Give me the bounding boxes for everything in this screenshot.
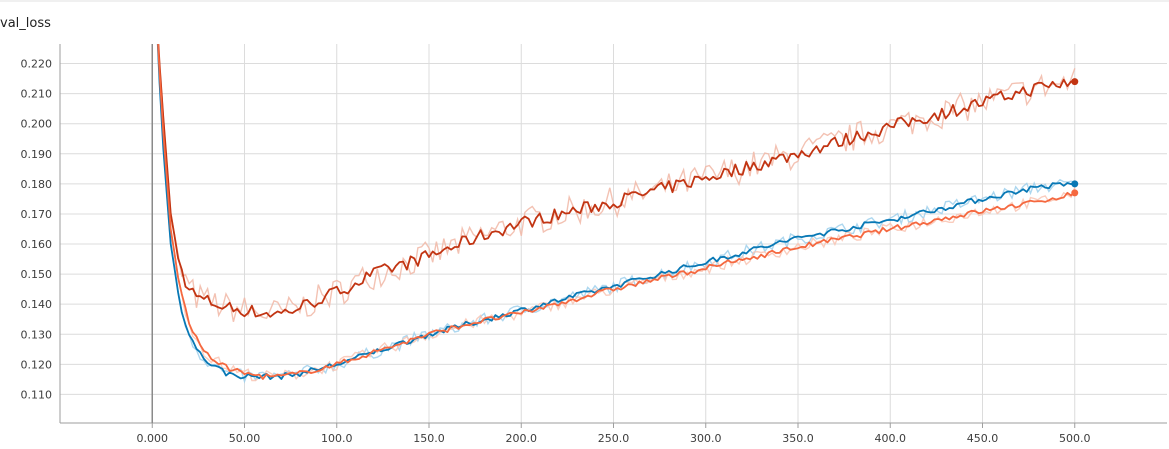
x-tick-label: 250.0 xyxy=(598,432,630,445)
series-0-end-dot xyxy=(1071,78,1079,86)
y-tick-label: 0.180 xyxy=(21,178,53,191)
y-tick-label: 0.160 xyxy=(21,238,53,251)
x-tick-label: 500.0 xyxy=(1059,432,1091,445)
series-0-raw-line xyxy=(157,44,1076,322)
x-tick-label: 100.0 xyxy=(321,432,353,445)
x-tick-label: 0.000 xyxy=(137,432,169,445)
y-tick-label: 0.200 xyxy=(21,118,53,131)
grid-lines xyxy=(60,44,1167,423)
x-tick-label: 450.0 xyxy=(967,432,999,445)
axes xyxy=(59,44,1167,428)
series-end-markers xyxy=(1071,78,1079,197)
series-1-end-dot xyxy=(1071,180,1079,188)
series-0-line xyxy=(157,44,1075,318)
x-tick-label: 400.0 xyxy=(875,432,907,445)
series-2-line xyxy=(157,44,1076,380)
y-tick-label: 0.210 xyxy=(21,88,53,101)
x-axis-ticks: 0.000 50.00 100.0 150.0 200.0 250.0 300.0 350.0… xyxy=(137,432,1091,445)
y-tick-label: 0.150 xyxy=(21,268,53,281)
x-tick-label: 150.0 xyxy=(413,432,445,445)
x-tick-label: 200.0 xyxy=(506,432,538,445)
y-tick-label: 0.220 xyxy=(21,58,53,71)
raw-series-layer xyxy=(157,44,1076,384)
x-tick-label: 50.00 xyxy=(229,432,261,445)
series-2-end-dot xyxy=(1071,189,1079,197)
smoothed-series-layer xyxy=(156,44,1076,381)
series-1-line xyxy=(156,44,1076,381)
chart-title: val_loss xyxy=(0,16,51,31)
series-2-raw-line xyxy=(157,44,1076,382)
x-tick-label: 350.0 xyxy=(782,432,814,445)
y-tick-label: 0.170 xyxy=(21,208,53,221)
y-tick-label: 0.130 xyxy=(21,328,53,341)
x-tick-label: 300.0 xyxy=(690,432,722,445)
series-1-raw-line xyxy=(157,44,1075,384)
y-tick-label: 0.190 xyxy=(21,148,53,161)
y-axis-ticks: 0.110 0.120 0.130 0.140 0.150 0.160 0.170 0.180… xyxy=(21,58,53,402)
y-tick-label: 0.140 xyxy=(21,298,53,311)
y-tick-label: 0.120 xyxy=(21,358,53,371)
y-tick-label: 0.110 xyxy=(21,388,53,401)
